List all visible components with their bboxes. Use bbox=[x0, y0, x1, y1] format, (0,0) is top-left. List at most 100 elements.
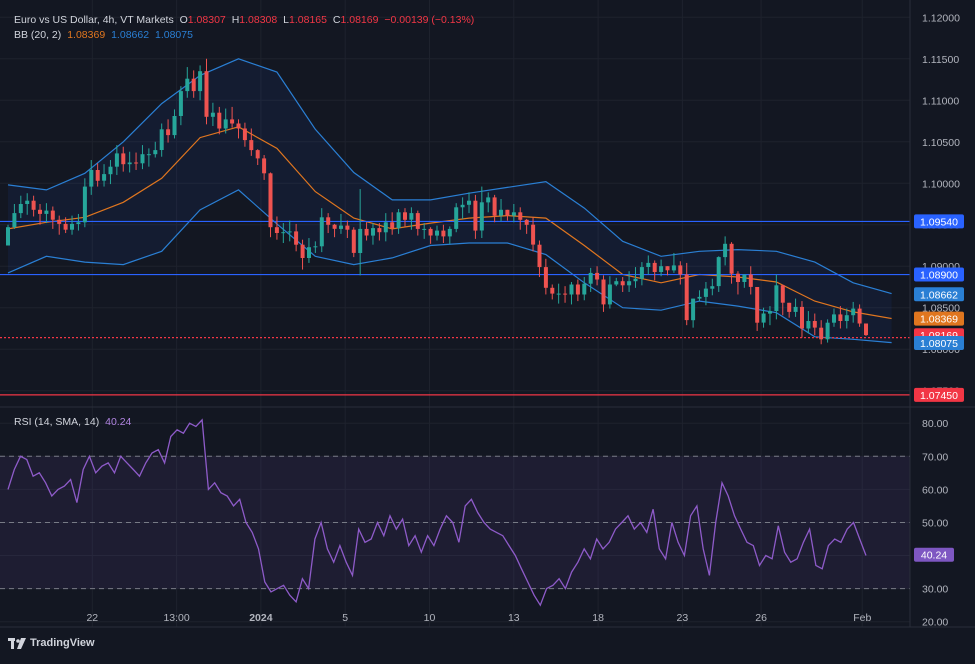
candle-body bbox=[185, 78, 190, 92]
candle-body bbox=[838, 314, 843, 321]
candle-body bbox=[249, 140, 254, 151]
rsi-value-tag bbox=[914, 547, 954, 562]
candle-body bbox=[473, 200, 478, 231]
tradingview-logo-icon bbox=[8, 637, 26, 649]
level-price-tag bbox=[914, 214, 964, 229]
candle-body bbox=[326, 217, 331, 225]
candle-body bbox=[210, 112, 215, 117]
candle-body bbox=[108, 166, 113, 175]
rsi-legend: RSI (14, SMA, 14) 40.24 bbox=[14, 416, 134, 428]
candle-body bbox=[217, 112, 222, 129]
candle-body bbox=[332, 224, 337, 229]
candle-body bbox=[857, 308, 862, 324]
level-price-label: 1.07450 bbox=[920, 390, 958, 402]
time-tick-label: 2024 bbox=[249, 612, 273, 624]
candle-body bbox=[38, 209, 42, 214]
candle-body bbox=[441, 230, 446, 237]
candle-body bbox=[550, 287, 555, 294]
candle-body bbox=[287, 231, 292, 233]
candle-body bbox=[351, 229, 356, 253]
candle-body bbox=[588, 272, 593, 284]
candle-body bbox=[499, 209, 503, 216]
candle-body bbox=[486, 197, 491, 203]
candle-body bbox=[601, 279, 606, 305]
open-label: O bbox=[179, 14, 188, 26]
candle-body bbox=[742, 274, 747, 282]
candle-body bbox=[723, 243, 728, 258]
candle-body bbox=[230, 119, 235, 124]
close-label: C bbox=[332, 14, 341, 26]
candle-body bbox=[178, 91, 183, 116]
candle-body bbox=[806, 321, 811, 329]
time-tick-label: 22 bbox=[86, 612, 98, 624]
candle-body bbox=[6, 227, 10, 246]
candle-body bbox=[172, 116, 177, 136]
candle-body bbox=[409, 213, 414, 220]
candle-body bbox=[31, 200, 36, 210]
price-tick-label: 1.12000 bbox=[922, 12, 960, 24]
change-value: −0.00139 (−0.13%) bbox=[384, 14, 475, 26]
candle-body bbox=[319, 217, 324, 247]
candle-body bbox=[864, 323, 868, 336]
candle-body bbox=[166, 129, 171, 136]
candle-body bbox=[729, 243, 734, 274]
candle-body bbox=[748, 274, 753, 287]
candle-body bbox=[274, 227, 279, 233]
candle-body bbox=[716, 257, 721, 287]
candle-body bbox=[44, 210, 49, 214]
candle-body bbox=[678, 265, 683, 275]
level-price-label: 1.09540 bbox=[920, 216, 958, 228]
candle-body bbox=[262, 158, 267, 174]
candle-body bbox=[159, 129, 164, 150]
level-price-label: 1.08900 bbox=[920, 270, 958, 282]
rsi-value-tag-label: 40.24 bbox=[921, 550, 947, 562]
tradingview-watermark[interactable]: TradingView bbox=[8, 637, 95, 649]
candle-body bbox=[345, 225, 350, 230]
candle-body bbox=[63, 223, 68, 230]
indicator-price-label: 1.08075 bbox=[920, 338, 958, 350]
candle-body bbox=[697, 296, 702, 299]
bollinger-bands bbox=[7, 58, 892, 344]
candle-body bbox=[825, 322, 830, 340]
candle-body bbox=[377, 228, 382, 233]
candle-body bbox=[614, 281, 619, 285]
candle-body bbox=[268, 173, 273, 228]
high-label: H bbox=[231, 14, 240, 26]
candle-body bbox=[140, 154, 145, 164]
high-value: 1.08308 bbox=[239, 14, 278, 26]
candle-body bbox=[761, 313, 766, 323]
candle-body bbox=[768, 311, 772, 314]
candle-body bbox=[511, 212, 516, 216]
candle-body bbox=[652, 262, 657, 272]
ohlc-legend: Euro vs US Dollar, 4h, VT Markets O 1.083… bbox=[14, 14, 477, 26]
time-tick-label: 5 bbox=[342, 612, 348, 624]
level-price-tag bbox=[914, 387, 964, 402]
candle-body bbox=[537, 244, 542, 268]
time-tick-label: 23 bbox=[677, 612, 689, 624]
candle-body bbox=[396, 212, 401, 229]
candle-body bbox=[89, 170, 94, 187]
time-axis: 22 13:00 2024 5 10 13 18 23 26 Feb bbox=[86, 612, 871, 624]
rsi-tick-label: 30.00 bbox=[922, 584, 948, 596]
candle-body bbox=[454, 207, 459, 229]
candle-body bbox=[467, 200, 471, 205]
candle-body bbox=[774, 285, 779, 311]
bb-legend: BB (20, 2) 1.08369 1.08662 1.08075 bbox=[14, 29, 196, 41]
symbol-title[interactable]: Euro vs US Dollar, 4h, VT Markets bbox=[14, 14, 174, 26]
rsi-tick-label: 20.00 bbox=[922, 617, 948, 629]
bb-basis-value: 1.08369 bbox=[67, 29, 106, 41]
candle-body bbox=[102, 174, 107, 181]
candle-body bbox=[646, 262, 651, 267]
candle-body bbox=[422, 228, 427, 230]
rsi-label[interactable]: RSI (14, SMA, 14) bbox=[14, 416, 100, 428]
rsi-tick-label: 70.00 bbox=[922, 451, 948, 463]
candle-body bbox=[812, 321, 817, 328]
indicator-price-tag bbox=[914, 311, 964, 326]
candle-body bbox=[684, 274, 689, 321]
rsi-tick-label: 60.00 bbox=[922, 484, 948, 496]
candle-body bbox=[95, 170, 100, 181]
candle-body bbox=[659, 266, 664, 272]
candle-body bbox=[800, 306, 804, 329]
bb-label[interactable]: BB (20, 2) bbox=[14, 29, 62, 41]
